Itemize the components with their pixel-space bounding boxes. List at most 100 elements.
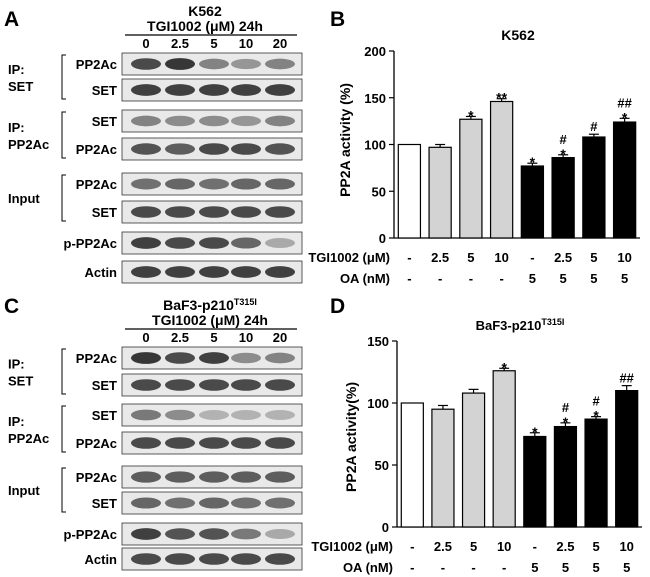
cell-line-label-c: BaF3-p210T315I	[163, 297, 257, 313]
group-label: IP: PP2Ac	[8, 120, 49, 152]
oa-row-label: OA (nM)	[340, 271, 390, 286]
tgi-dose-label: 2.5	[556, 539, 574, 554]
blot-row-label: SET	[92, 205, 117, 220]
tgi-dose-label: 5	[470, 539, 477, 554]
dose-labels-a: 0 2.5 5 10 20	[142, 36, 287, 51]
dose-label: 5	[210, 330, 217, 345]
blot-band	[199, 352, 229, 364]
blot-row-label: PP2Ac	[76, 351, 117, 366]
blot-row	[121, 373, 303, 397]
blot-band	[199, 266, 229, 278]
y-tick-label: 50	[375, 458, 389, 473]
blot-band	[231, 410, 261, 420]
y-axis-label-b: PP2A activity (%)	[337, 83, 353, 197]
significance-mark: *	[468, 107, 474, 123]
blot-band	[131, 143, 161, 155]
blot-row	[121, 522, 303, 546]
blot-band	[131, 497, 161, 509]
group-bracket	[61, 467, 66, 513]
blot-band	[199, 437, 229, 449]
significance-mark: *	[501, 359, 507, 375]
blot-labels-c: PP2Ac SET IP: SET SET PP2Ac IP: PP2Ac PP2Ac SET In…	[8, 348, 118, 567]
tgi-dose-label: 5	[467, 250, 474, 265]
blot-band	[165, 409, 195, 421]
oa-row-label: OA (nM)	[343, 560, 393, 575]
significance-mark: *	[530, 154, 536, 170]
bar	[397, 143, 422, 239]
blot-band	[199, 178, 229, 190]
significance-mark: *	[532, 424, 538, 440]
panel-b: B K562 PP2A activity (%) 0 50 100 150 200 - - 2…	[308, 8, 640, 286]
tgi-dose-label: 2.5	[431, 250, 449, 265]
tgi-dose-label: 10	[497, 539, 511, 554]
blot-band	[199, 58, 229, 70]
significance-mark: ##	[617, 95, 632, 110]
oa-dose-label: 5	[592, 560, 599, 575]
blot-band	[165, 266, 195, 278]
blot-band	[265, 497, 295, 509]
blot-band	[165, 497, 195, 509]
blot-rows-c	[121, 346, 303, 571]
group-label: IP: SET	[8, 62, 33, 94]
tgi-dose-label: -	[533, 539, 537, 554]
blot-row-label: p-PP2Ac	[64, 236, 117, 251]
dose-label: 20	[273, 36, 287, 51]
tgi-dose-label: -	[410, 539, 414, 554]
blot-band	[199, 553, 229, 565]
bar	[551, 156, 575, 239]
blot-band	[265, 266, 295, 278]
oa-dose-label: -	[441, 560, 445, 575]
blot-band	[231, 143, 261, 155]
blot-row-label: PP2Ac	[76, 57, 117, 72]
blot-band	[165, 437, 195, 449]
blot-band	[265, 58, 295, 70]
bar	[520, 165, 545, 239]
blot-row	[121, 346, 303, 370]
significance-mark: *	[593, 408, 599, 424]
panel-letter-a: A	[4, 8, 19, 31]
oa-dose-label: 5	[560, 271, 567, 286]
blot-band	[265, 206, 295, 218]
tgi-dose-label: 5	[590, 250, 597, 265]
significance-mark: **	[496, 90, 507, 106]
dose-label: 20	[273, 330, 287, 345]
dose-label: 2.5	[171, 36, 189, 51]
group-bracket	[61, 174, 66, 222]
group-label: Input	[8, 191, 40, 206]
dose-label: 5	[210, 36, 217, 51]
chart-title-b: K562	[501, 27, 535, 43]
blot-row-label: PP2Ac	[76, 142, 117, 157]
blot-row-label: p-PP2Ac	[64, 527, 117, 542]
blot-band	[165, 58, 195, 70]
blot-row	[121, 547, 303, 571]
oa-dose-label: -	[471, 560, 475, 575]
blot-row	[121, 78, 303, 102]
oa-dose-label: 5	[562, 560, 569, 575]
blot-row	[121, 491, 303, 515]
blot-band	[131, 379, 161, 391]
blot-band	[165, 84, 195, 96]
blot-band	[165, 143, 195, 155]
bar	[584, 418, 608, 528]
blot-band	[165, 471, 195, 483]
significance-mark: *	[622, 109, 628, 125]
oa-dose-label: -	[438, 271, 442, 286]
tgi-dose-label: 10	[617, 250, 631, 265]
oa-dose-label: 5	[621, 271, 628, 286]
bar	[489, 100, 514, 239]
blot-row-label: Actin	[85, 265, 118, 280]
blot-row	[121, 137, 303, 161]
blot-band	[231, 84, 261, 96]
blot-row-label: SET	[92, 83, 117, 98]
blot-band	[199, 497, 229, 509]
blot-band	[131, 437, 161, 449]
tgi-dose-label: 2.5	[434, 539, 452, 554]
blot-band	[265, 528, 295, 540]
blot-row-label: Actin	[85, 552, 118, 567]
blot-band	[165, 237, 195, 249]
oa-dose-label: 5	[531, 560, 538, 575]
blot-band	[131, 352, 161, 364]
blot-band	[199, 410, 229, 420]
panel-letter-c: C	[4, 295, 19, 318]
